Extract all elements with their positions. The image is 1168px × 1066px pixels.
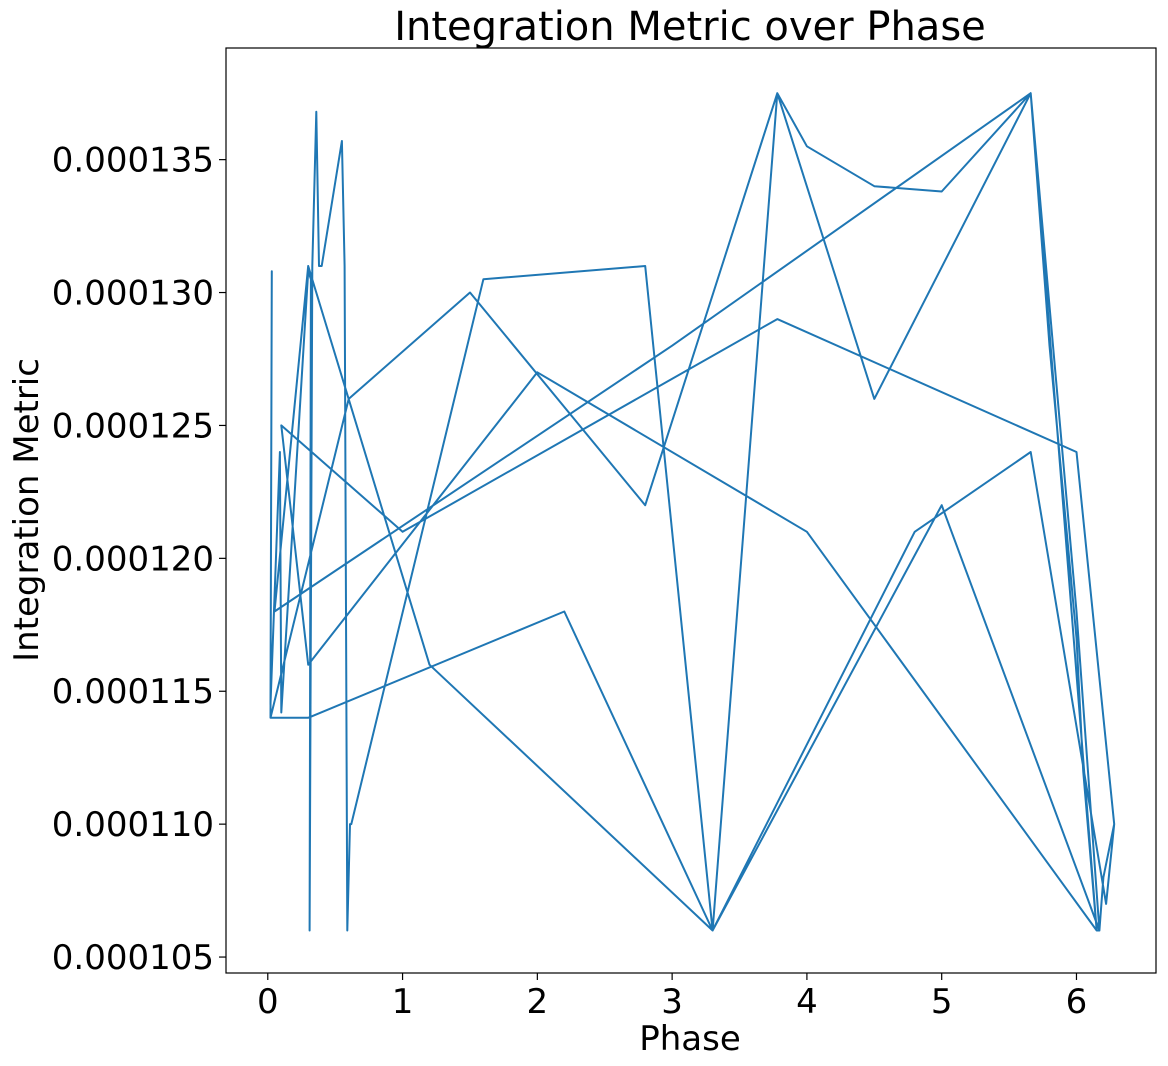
x-tick-label: 5 <box>931 982 953 1022</box>
y-tick-label: 0.000115 <box>52 672 214 712</box>
plot-area-frame <box>225 47 1157 974</box>
y-axis-label: Integration Metric <box>7 358 47 662</box>
chart-title: Integration Metric over Phase <box>394 4 986 50</box>
x-tick-label: 6 <box>1066 982 1088 1022</box>
x-tick-label: 4 <box>796 982 818 1022</box>
y-tick-label: 0.000105 <box>52 938 214 978</box>
y-tick-label: 0.000120 <box>52 539 214 579</box>
x-tick-label: 2 <box>527 982 549 1022</box>
y-axis-ticks: 0.000105 0.000110 0.000115 0.000120 0.000125… <box>52 141 226 978</box>
x-tick-label: 0 <box>257 982 279 1022</box>
y-tick-label: 0.000135 <box>52 141 214 181</box>
x-tick-label: 3 <box>661 982 683 1022</box>
x-axis-ticks: 0 1 2 3 4 5 6 <box>257 973 1087 1022</box>
series-line <box>269 92 1116 932</box>
plot-series-group <box>269 92 1116 932</box>
y-tick-label: 0.000110 <box>52 805 214 845</box>
x-tick-label: 1 <box>392 982 414 1022</box>
y-tick-label: 0.000130 <box>52 274 214 314</box>
y-tick-label: 0.000125 <box>52 406 214 446</box>
x-axis-label: Phase <box>639 1019 741 1059</box>
